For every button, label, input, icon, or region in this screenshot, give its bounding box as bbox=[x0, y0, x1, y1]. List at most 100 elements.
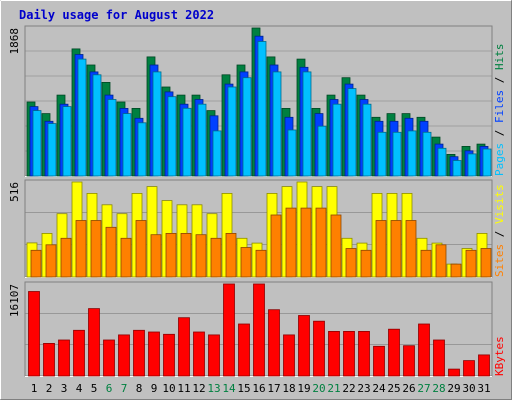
kbytes-legend: KBytes bbox=[493, 336, 506, 376]
legend-hits: Hits bbox=[493, 44, 506, 71]
sites-bar-day-29 bbox=[450, 263, 462, 278]
x-tick-label: 31 bbox=[477, 382, 490, 395]
hits-files-pages-max-label: 1868 bbox=[8, 28, 21, 55]
kbytes-bar-day-9 bbox=[148, 331, 160, 377]
pages-bar-day-21 bbox=[332, 103, 342, 177]
x-tick-label: 25 bbox=[387, 382, 400, 395]
x-tick-label: 5 bbox=[91, 382, 98, 395]
pages-bar-day-3 bbox=[62, 106, 72, 177]
pages-bar-day-7 bbox=[122, 113, 132, 177]
legend-separator: / bbox=[493, 224, 506, 244]
x-tick-label: 28 bbox=[432, 382, 445, 395]
pages-bar-day-8 bbox=[137, 122, 147, 177]
hits-files-pages-legend: Pages / Files / Hits bbox=[493, 44, 506, 177]
pages-bar-day-25 bbox=[392, 131, 402, 177]
legend-sites: Sites bbox=[493, 244, 506, 277]
sites-bar-day-20 bbox=[315, 207, 327, 278]
sites-bar-day-11 bbox=[180, 232, 192, 278]
hits-files-pages-panel: 1868 Pages / Files / Hits bbox=[8, 25, 506, 177]
pages-bar-day-22 bbox=[347, 88, 357, 177]
legend-kbytes: KBytes bbox=[493, 336, 506, 376]
x-tick-label: 6 bbox=[106, 382, 113, 395]
kbytes-bar-day-6 bbox=[103, 339, 115, 377]
kbytes-bar-day-14 bbox=[223, 283, 235, 377]
x-tick-label: 14 bbox=[222, 382, 236, 395]
pages-bar-day-30 bbox=[467, 153, 477, 177]
x-tick-label: 23 bbox=[357, 382, 370, 395]
sites-bar-day-21 bbox=[330, 214, 342, 278]
kbytes-bar-day-19 bbox=[298, 315, 310, 377]
kbytes-bar-day-15 bbox=[238, 323, 250, 377]
pages-bar-day-16 bbox=[257, 41, 267, 177]
kbytes-bar-day-26 bbox=[403, 345, 415, 377]
sites-bar-day-31 bbox=[480, 248, 492, 278]
x-tick-label: 4 bbox=[76, 382, 83, 395]
x-tick-label: 17 bbox=[267, 382, 280, 395]
kbytes-bar-day-20 bbox=[313, 320, 325, 377]
kbytes-bar-day-28 bbox=[433, 339, 445, 377]
x-tick-label: 24 bbox=[372, 382, 386, 395]
sites-bar-day-28 bbox=[435, 244, 447, 278]
legend-separator: / bbox=[493, 70, 506, 90]
kbytes-panel: 16107 KBytes bbox=[8, 281, 506, 377]
chart-title: Daily usage for August 2022 bbox=[19, 8, 214, 22]
kbytes-bar-day-22 bbox=[343, 330, 355, 377]
pages-bar-day-31 bbox=[482, 148, 492, 177]
pages-bar-day-10 bbox=[167, 96, 177, 177]
pages-bar-day-13 bbox=[212, 130, 222, 177]
pages-bar-day-15 bbox=[242, 77, 252, 177]
x-tick-label: 21 bbox=[327, 382, 340, 395]
kbytes-bar-day-13 bbox=[208, 334, 220, 377]
x-tick-label: 19 bbox=[297, 382, 310, 395]
sites-bar-day-9 bbox=[150, 234, 162, 278]
x-tick-label: 22 bbox=[342, 382, 355, 395]
x-tick-label: 13 bbox=[207, 382, 220, 395]
visits-sites-legend: Sites / Visits bbox=[493, 184, 506, 277]
sites-bar-day-25 bbox=[390, 220, 402, 278]
pages-bar-day-18 bbox=[287, 129, 297, 177]
pages-bar-day-11 bbox=[182, 107, 192, 177]
kbytes-bar-day-11 bbox=[178, 317, 190, 377]
pages-bar-day-5 bbox=[92, 74, 102, 177]
x-tick-label: 11 bbox=[177, 382, 190, 395]
kbytes-bar-day-29 bbox=[448, 368, 460, 377]
sites-bar-day-8 bbox=[135, 220, 147, 278]
sites-bar-day-10 bbox=[165, 232, 177, 278]
kbytes-bar-day-2 bbox=[43, 342, 55, 377]
kbytes-max-label: 16107 bbox=[8, 284, 21, 317]
kbytes-bar-day-7 bbox=[118, 334, 130, 377]
pages-bar-day-27 bbox=[422, 131, 432, 177]
pages-bar-day-23 bbox=[362, 103, 372, 177]
pages-bar-day-2 bbox=[47, 123, 57, 177]
visits-sites-max-label: 516 bbox=[8, 182, 21, 202]
legend-visits: Visits bbox=[493, 184, 506, 224]
sites-bar-day-7 bbox=[120, 237, 132, 278]
x-tick-label: 26 bbox=[402, 382, 415, 395]
sites-bar-day-22 bbox=[345, 248, 357, 278]
pages-bar-day-26 bbox=[407, 130, 417, 177]
kbytes-bar-day-23 bbox=[358, 330, 370, 377]
x-tick-label: 8 bbox=[136, 382, 143, 395]
kbytes-bar-day-4 bbox=[73, 329, 85, 377]
x-tick-label: 20 bbox=[312, 382, 325, 395]
x-tick-label: 9 bbox=[151, 382, 158, 395]
kbytes-bar-day-1 bbox=[28, 291, 40, 377]
x-tick-label: 30 bbox=[462, 382, 475, 395]
kbytes-bar-day-25 bbox=[388, 328, 400, 377]
sites-bar-day-27 bbox=[420, 249, 432, 278]
kbytes-bar-day-12 bbox=[193, 331, 205, 377]
pages-bar-day-14 bbox=[227, 86, 237, 177]
legend-files: Files bbox=[493, 90, 506, 123]
sites-bar-day-2 bbox=[45, 244, 57, 278]
sites-bar-day-30 bbox=[465, 249, 477, 278]
kbytes-bar-day-18 bbox=[283, 334, 295, 377]
kbytes-bar-day-30 bbox=[463, 360, 475, 377]
pages-bar-day-12 bbox=[197, 103, 207, 177]
sites-bar-day-6 bbox=[105, 226, 117, 278]
pages-bar-day-29 bbox=[452, 160, 462, 177]
pages-bar-day-20 bbox=[317, 125, 327, 177]
sites-bar-day-15 bbox=[240, 247, 252, 278]
pages-bar-day-19 bbox=[302, 71, 312, 177]
x-tick-label: 2 bbox=[46, 382, 53, 395]
